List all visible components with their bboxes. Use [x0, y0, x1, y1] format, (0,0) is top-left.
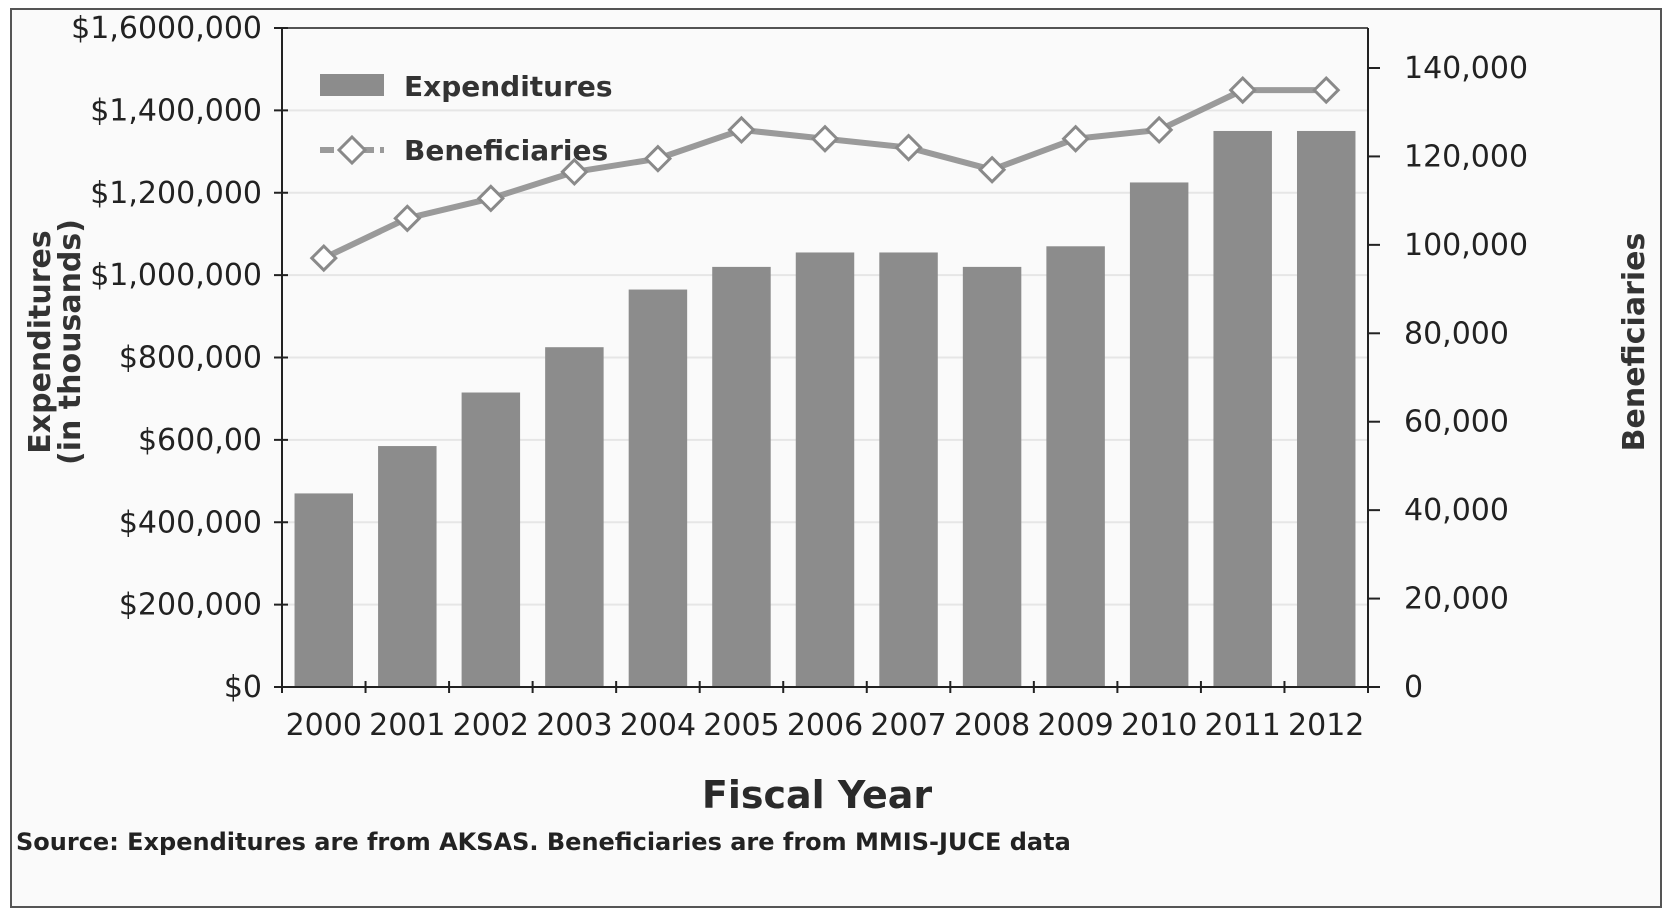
x-tick-label: 2001 — [369, 708, 445, 743]
x-tick-label: 2000 — [286, 708, 362, 743]
right-tick-label: 80,000 — [1404, 316, 1509, 351]
chart-svg: $0 $200,000 $400,000 $600,00 $800,000 $1,000,… — [16, 11, 1652, 856]
labels-layer: $0 $200,000 $400,000 $600,00 $800,000 $1,000,… — [71, 11, 1528, 743]
legend-label-beneficiaries: Beneficiaries — [404, 134, 608, 167]
bar-expenditures — [962, 266, 1022, 687]
marker-beneficiaries — [727, 115, 756, 145]
marker-beneficiaries — [1145, 115, 1174, 145]
left-tick-label: $400,000 — [119, 505, 262, 540]
marker-beneficiaries — [309, 243, 338, 273]
marker-beneficiaries — [894, 133, 923, 162]
marker-beneficiaries — [560, 157, 589, 187]
marker-beneficiaries — [1061, 124, 1090, 153]
marker-beneficiaries — [1228, 75, 1257, 105]
left-axis-title-line2: (in thousands) — [53, 219, 88, 465]
left-tick-label: $600,00 — [138, 423, 262, 458]
bar-expenditures — [461, 392, 521, 687]
left-tick-label: $1,200,000 — [90, 176, 262, 211]
left-tick-label: $1,000,000 — [90, 258, 262, 293]
right-tick-label: 60,000 — [1404, 405, 1509, 440]
bar-expenditures — [1129, 182, 1189, 687]
left-tick-label: $1,400,000 — [90, 93, 262, 128]
x-tick-label: 2005 — [703, 708, 779, 743]
x-tick-label: 2003 — [536, 708, 612, 743]
right-tick-label: 40,000 — [1404, 493, 1509, 528]
bar-expenditures — [294, 493, 354, 687]
legend-bar-swatch — [320, 74, 384, 96]
axes-layer — [274, 27, 1380, 693]
left-tick-label: $200,000 — [119, 588, 262, 623]
marker-beneficiaries — [977, 155, 1007, 184]
bar-expenditures — [879, 252, 938, 688]
bar-expenditures — [1046, 246, 1105, 687]
line-layer — [309, 75, 1341, 273]
x-tick-label: 2002 — [453, 708, 529, 743]
bar-expenditures — [712, 266, 771, 687]
right-tick-label: 0 — [1404, 670, 1423, 705]
marker-beneficiaries — [810, 124, 840, 153]
x-tick-label: 2007 — [870, 708, 946, 743]
x-tick-label: 2011 — [1205, 708, 1281, 743]
bar-expenditures — [628, 289, 688, 687]
x-axis-title: Fiscal Year — [702, 773, 932, 817]
left-axis-title-line1: Expenditures — [23, 230, 58, 453]
bar-expenditures — [1296, 130, 1356, 687]
x-tick-label: 2004 — [620, 708, 696, 743]
bar-expenditures — [545, 347, 604, 687]
chart-frame: $0 $200,000 $400,000 $600,00 $800,000 $1,000,… — [10, 8, 1662, 908]
x-tick-label: 2009 — [1037, 708, 1113, 743]
right-axis-title: Beneficiaries — [1617, 233, 1652, 452]
bars-layer — [294, 130, 1356, 688]
bar-expenditures — [378, 446, 437, 687]
marker-beneficiaries — [1312, 75, 1341, 105]
left-tick-label: $0 — [224, 670, 262, 705]
x-tick-label: 2012 — [1288, 708, 1364, 743]
legend-label-expenditures: Expenditures — [404, 70, 613, 103]
left-tick-label: $1,6000,000 — [71, 11, 262, 46]
bar-expenditures — [795, 252, 855, 688]
source-note: Source: Expenditures are from AKSAS. Ben… — [16, 828, 1071, 856]
marker-beneficiaries — [643, 144, 673, 173]
right-tick-label: 120,000 — [1404, 139, 1528, 174]
marker-beneficiaries — [476, 184, 505, 213]
x-tick-label: 2006 — [787, 708, 863, 743]
left-tick-label: $800,000 — [119, 341, 262, 376]
x-tick-label: 2010 — [1121, 708, 1197, 743]
x-tick-label: 2008 — [954, 708, 1030, 743]
bar-expenditures — [1213, 130, 1272, 687]
right-tick-label: 100,000 — [1404, 228, 1528, 263]
right-tick-label: 140,000 — [1404, 51, 1528, 86]
legend-diamond-marker — [336, 134, 368, 166]
legend: Expenditures Beneficiaries — [320, 70, 613, 167]
marker-beneficiaries — [393, 204, 422, 233]
right-tick-label: 20,000 — [1404, 582, 1509, 617]
